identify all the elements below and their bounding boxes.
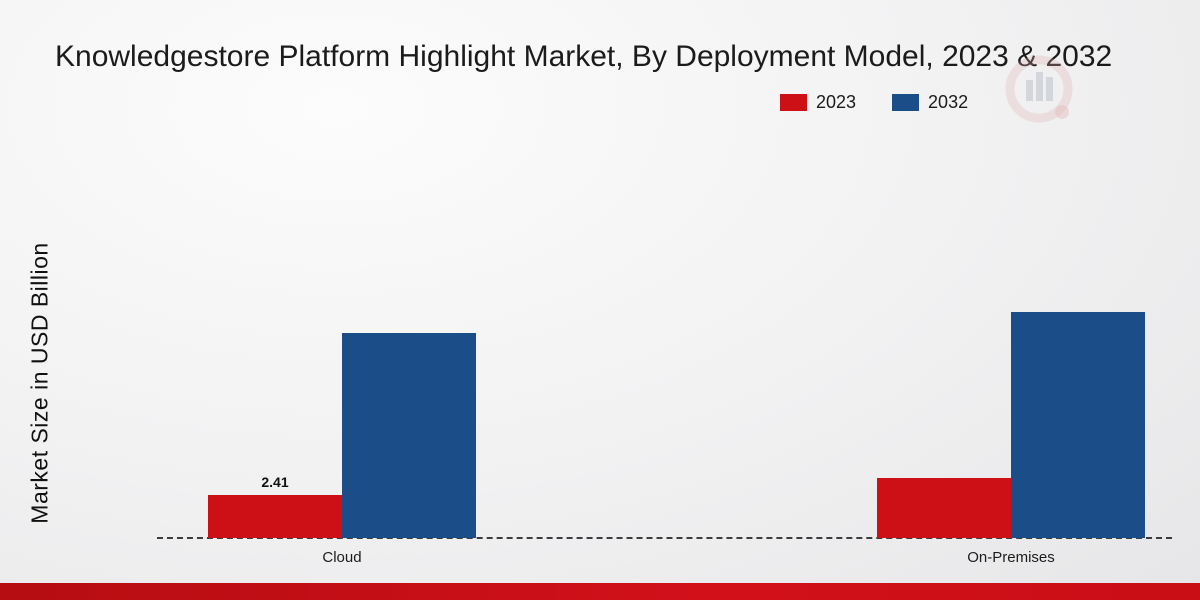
x-axis-baseline [157,537,1172,539]
bar-cloud-2023 [208,495,342,538]
chart-title: Knowledgestore Platform Highlight Market… [55,40,1113,73]
y-axis-label: Market Size in USD Billion [26,242,53,524]
plot-area: 2.41 Cloud On-Premises [157,288,1172,566]
bar-chart-logo-watermark-icon [1000,50,1078,133]
category-label-on-premises: On-Premises [967,549,1055,566]
legend-item-2032: 2032 [892,92,968,113]
legend-label-2032: 2032 [928,92,969,112]
legend: 2023 2032 [780,92,968,113]
footer-accent-bar [0,583,1200,600]
legend-swatch-2023 [780,94,807,111]
legend-label-2023: 2023 [816,92,857,112]
bar-on-premises-2032 [1011,312,1145,538]
legend-item-2023: 2023 [780,92,856,113]
bar-on-premises-2023 [877,478,1011,538]
legend-swatch-2032 [892,94,920,111]
bar-cloud-2032 [342,333,476,538]
value-label-cloud-2023: 2.41 [261,474,289,490]
category-label-cloud: Cloud [322,549,362,566]
